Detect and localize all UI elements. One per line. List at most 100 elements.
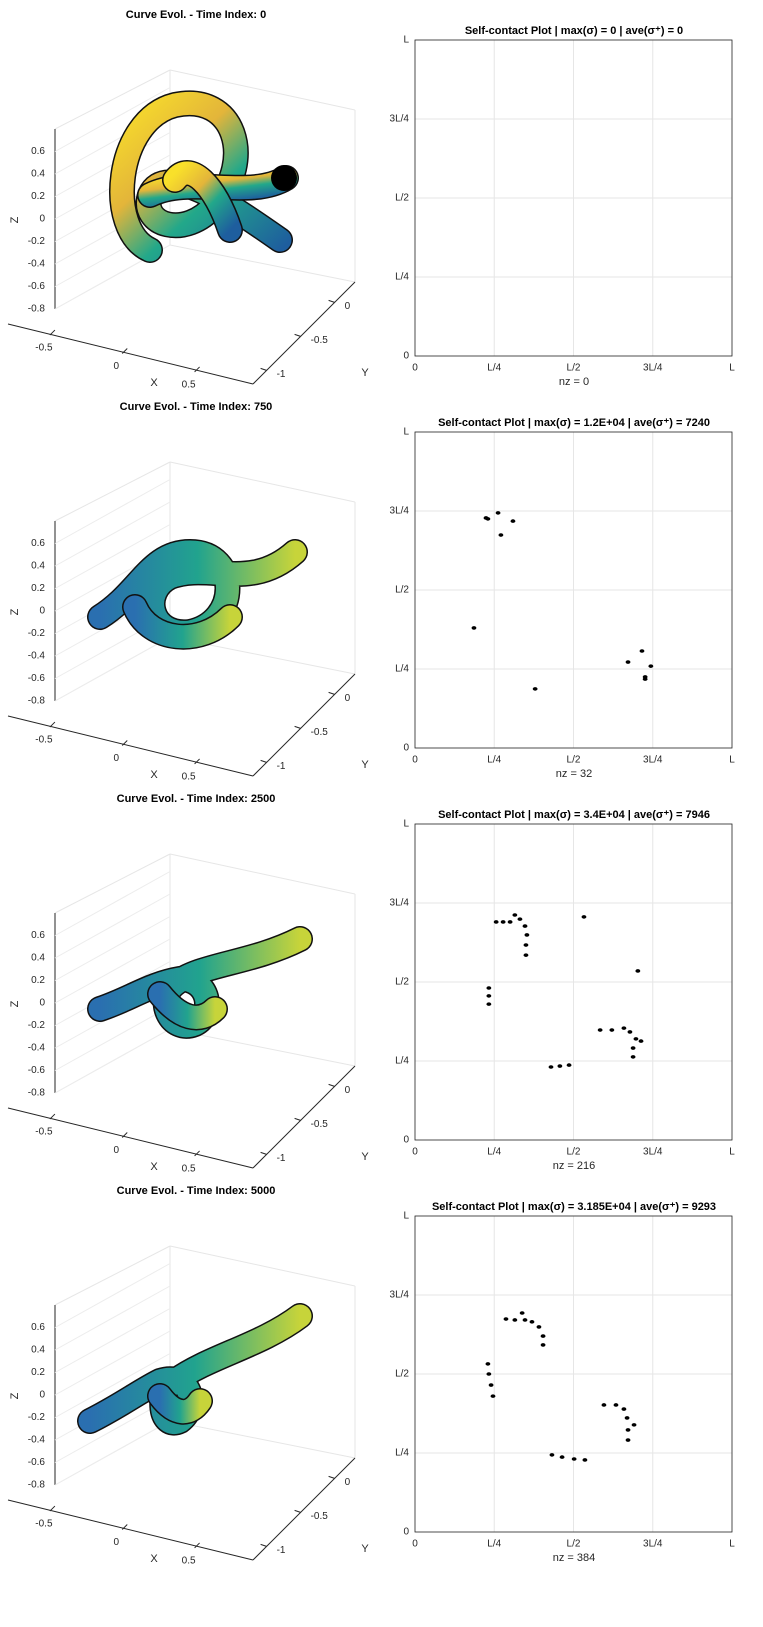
- tube-end: [271, 165, 297, 191]
- axis-line: [7, 1499, 254, 1561]
- x-tick: [194, 758, 200, 765]
- y-tick-label: L: [403, 427, 409, 438]
- chart-title: Self-contact Plot | max(σ) = 3.185E+04 |…: [432, 1201, 716, 1213]
- contact-point: [529, 1320, 535, 1324]
- contact-point: [522, 1318, 528, 1322]
- y-tick-label: 3L/4: [390, 1290, 410, 1301]
- z-axis-label: Z: [9, 216, 21, 223]
- pane-edge: [54, 1245, 171, 1306]
- y-tick-label: -0.5: [311, 727, 329, 738]
- x-tick-label: L/2: [567, 1147, 581, 1158]
- contact-point: [624, 1416, 630, 1420]
- z-tick-label: -0.6: [28, 673, 46, 684]
- axis-line: [7, 1107, 254, 1169]
- z-tick-label: 0.4: [31, 953, 45, 964]
- y-tick-label: 0: [403, 351, 409, 362]
- pane-edge: [54, 461, 171, 522]
- contact-point: [517, 917, 523, 921]
- contact-point: [500, 920, 506, 924]
- contact-point: [557, 1064, 563, 1068]
- contact-point: [631, 1423, 637, 1427]
- x-axis-label: X: [150, 1553, 158, 1565]
- y-tick-label: 0: [345, 1477, 351, 1488]
- x-tick-label: L/2: [567, 363, 581, 374]
- x-tick-label: L/4: [487, 1147, 501, 1158]
- contact-point: [510, 519, 516, 523]
- x-tick: [49, 721, 56, 728]
- y-tick-label: L/2: [395, 193, 409, 204]
- z-tick: [54, 222, 171, 287]
- x-tick: [49, 1505, 56, 1512]
- z-tick-label: -0.2: [28, 236, 46, 247]
- x-tick: [121, 1524, 128, 1530]
- chart-title: Curve Evol. - Time Index: 5000: [117, 1185, 276, 1197]
- contact-point: [524, 933, 530, 937]
- x-tick-label: -0.5: [35, 1519, 53, 1530]
- x-tick-label: -0.5: [35, 343, 53, 354]
- spy-axes: 0 L/4 L/2 3L/4 L 0 L/4 L/2 3L/4 L Self-contact Plo…: [390, 809, 736, 1172]
- pane-edge: [169, 1420, 356, 1459]
- axes-3d: -0.8 -0.6 -0.4 -0.2 0 0.2 0.4 0.6 -0.5 0 0.5 -1 -0.5…: [7, 793, 369, 1175]
- spy-axes: 0 L/4 L/2 3L/4 L 0 L/4 L/2 3L/4 L Self-contact Plo…: [390, 417, 736, 780]
- contact-point: [648, 664, 654, 668]
- z-tick-label: -0.4: [28, 1043, 46, 1054]
- z-tick: [54, 1330, 171, 1396]
- contact-point: [540, 1334, 546, 1338]
- x-tick: [49, 329, 56, 336]
- x-tick-label: 0.5: [182, 1164, 196, 1175]
- y-tick-label: -0.5: [311, 335, 329, 346]
- z-tick: [54, 1263, 171, 1328]
- x-tick-label: 3L/4: [643, 1147, 663, 1158]
- z-tick-label: -0.8: [28, 1480, 46, 1491]
- axis-line: [252, 1457, 356, 1561]
- contact-point: [488, 1383, 494, 1387]
- plot-border: [414, 431, 733, 749]
- contact-point: [536, 1325, 542, 1329]
- z-tick: [54, 87, 171, 152]
- x-tick-label: L/4: [487, 363, 501, 374]
- contact-point: [490, 1394, 496, 1398]
- contact-point: [498, 533, 504, 537]
- x-tick-label: 0: [412, 755, 418, 766]
- pane-edge: [54, 69, 171, 130]
- z-tick-label: -0.4: [28, 651, 46, 662]
- z-tick-label: 0.6: [31, 930, 45, 941]
- y-tick-label: 0: [345, 301, 351, 312]
- y-tick-label: L: [403, 1211, 409, 1222]
- x-tick-label: 0: [412, 363, 418, 374]
- contact-point: [512, 913, 518, 917]
- y-tick-label: L/4: [395, 1056, 409, 1067]
- y-tick: [260, 367, 267, 371]
- contact-point: [642, 677, 648, 681]
- y-tick-label: 0: [403, 1135, 409, 1146]
- x-axis-label: nz = 384: [553, 1552, 596, 1564]
- y-tick: [328, 691, 335, 695]
- y-axis-label: Y: [361, 1151, 369, 1163]
- pane-edge: [54, 853, 171, 914]
- y-tick-label: L/2: [395, 1369, 409, 1380]
- z-tick: [54, 1285, 171, 1351]
- pane-edge: [169, 1245, 356, 1287]
- y-tick-label: L/4: [395, 272, 409, 283]
- tube: [148, 1384, 212, 1424]
- y-tick-label: L: [403, 819, 409, 830]
- x-tick-label: 0.5: [182, 772, 196, 783]
- contact-point: [522, 924, 528, 928]
- x-tick-label: L: [729, 1147, 735, 1158]
- z-tick-label: 0: [39, 998, 45, 1009]
- y-tick-label: -1: [277, 369, 286, 380]
- z-tick-label: 0.2: [31, 583, 45, 594]
- plot-border: [414, 1215, 733, 1533]
- z-tick: [54, 1028, 171, 1094]
- contact-point: [613, 1403, 619, 1407]
- plot-border: [414, 823, 733, 1141]
- y-tick: [294, 725, 301, 729]
- z-tick: [54, 1420, 171, 1486]
- tube: [163, 161, 242, 242]
- contact-point: [625, 1438, 631, 1442]
- z-tick-label: 0.4: [31, 561, 45, 572]
- contact-point: [495, 511, 501, 515]
- x-axis-label: nz = 0: [559, 376, 589, 388]
- y-axis-label: Y: [361, 1543, 369, 1555]
- x-tick-label: L: [729, 1539, 735, 1550]
